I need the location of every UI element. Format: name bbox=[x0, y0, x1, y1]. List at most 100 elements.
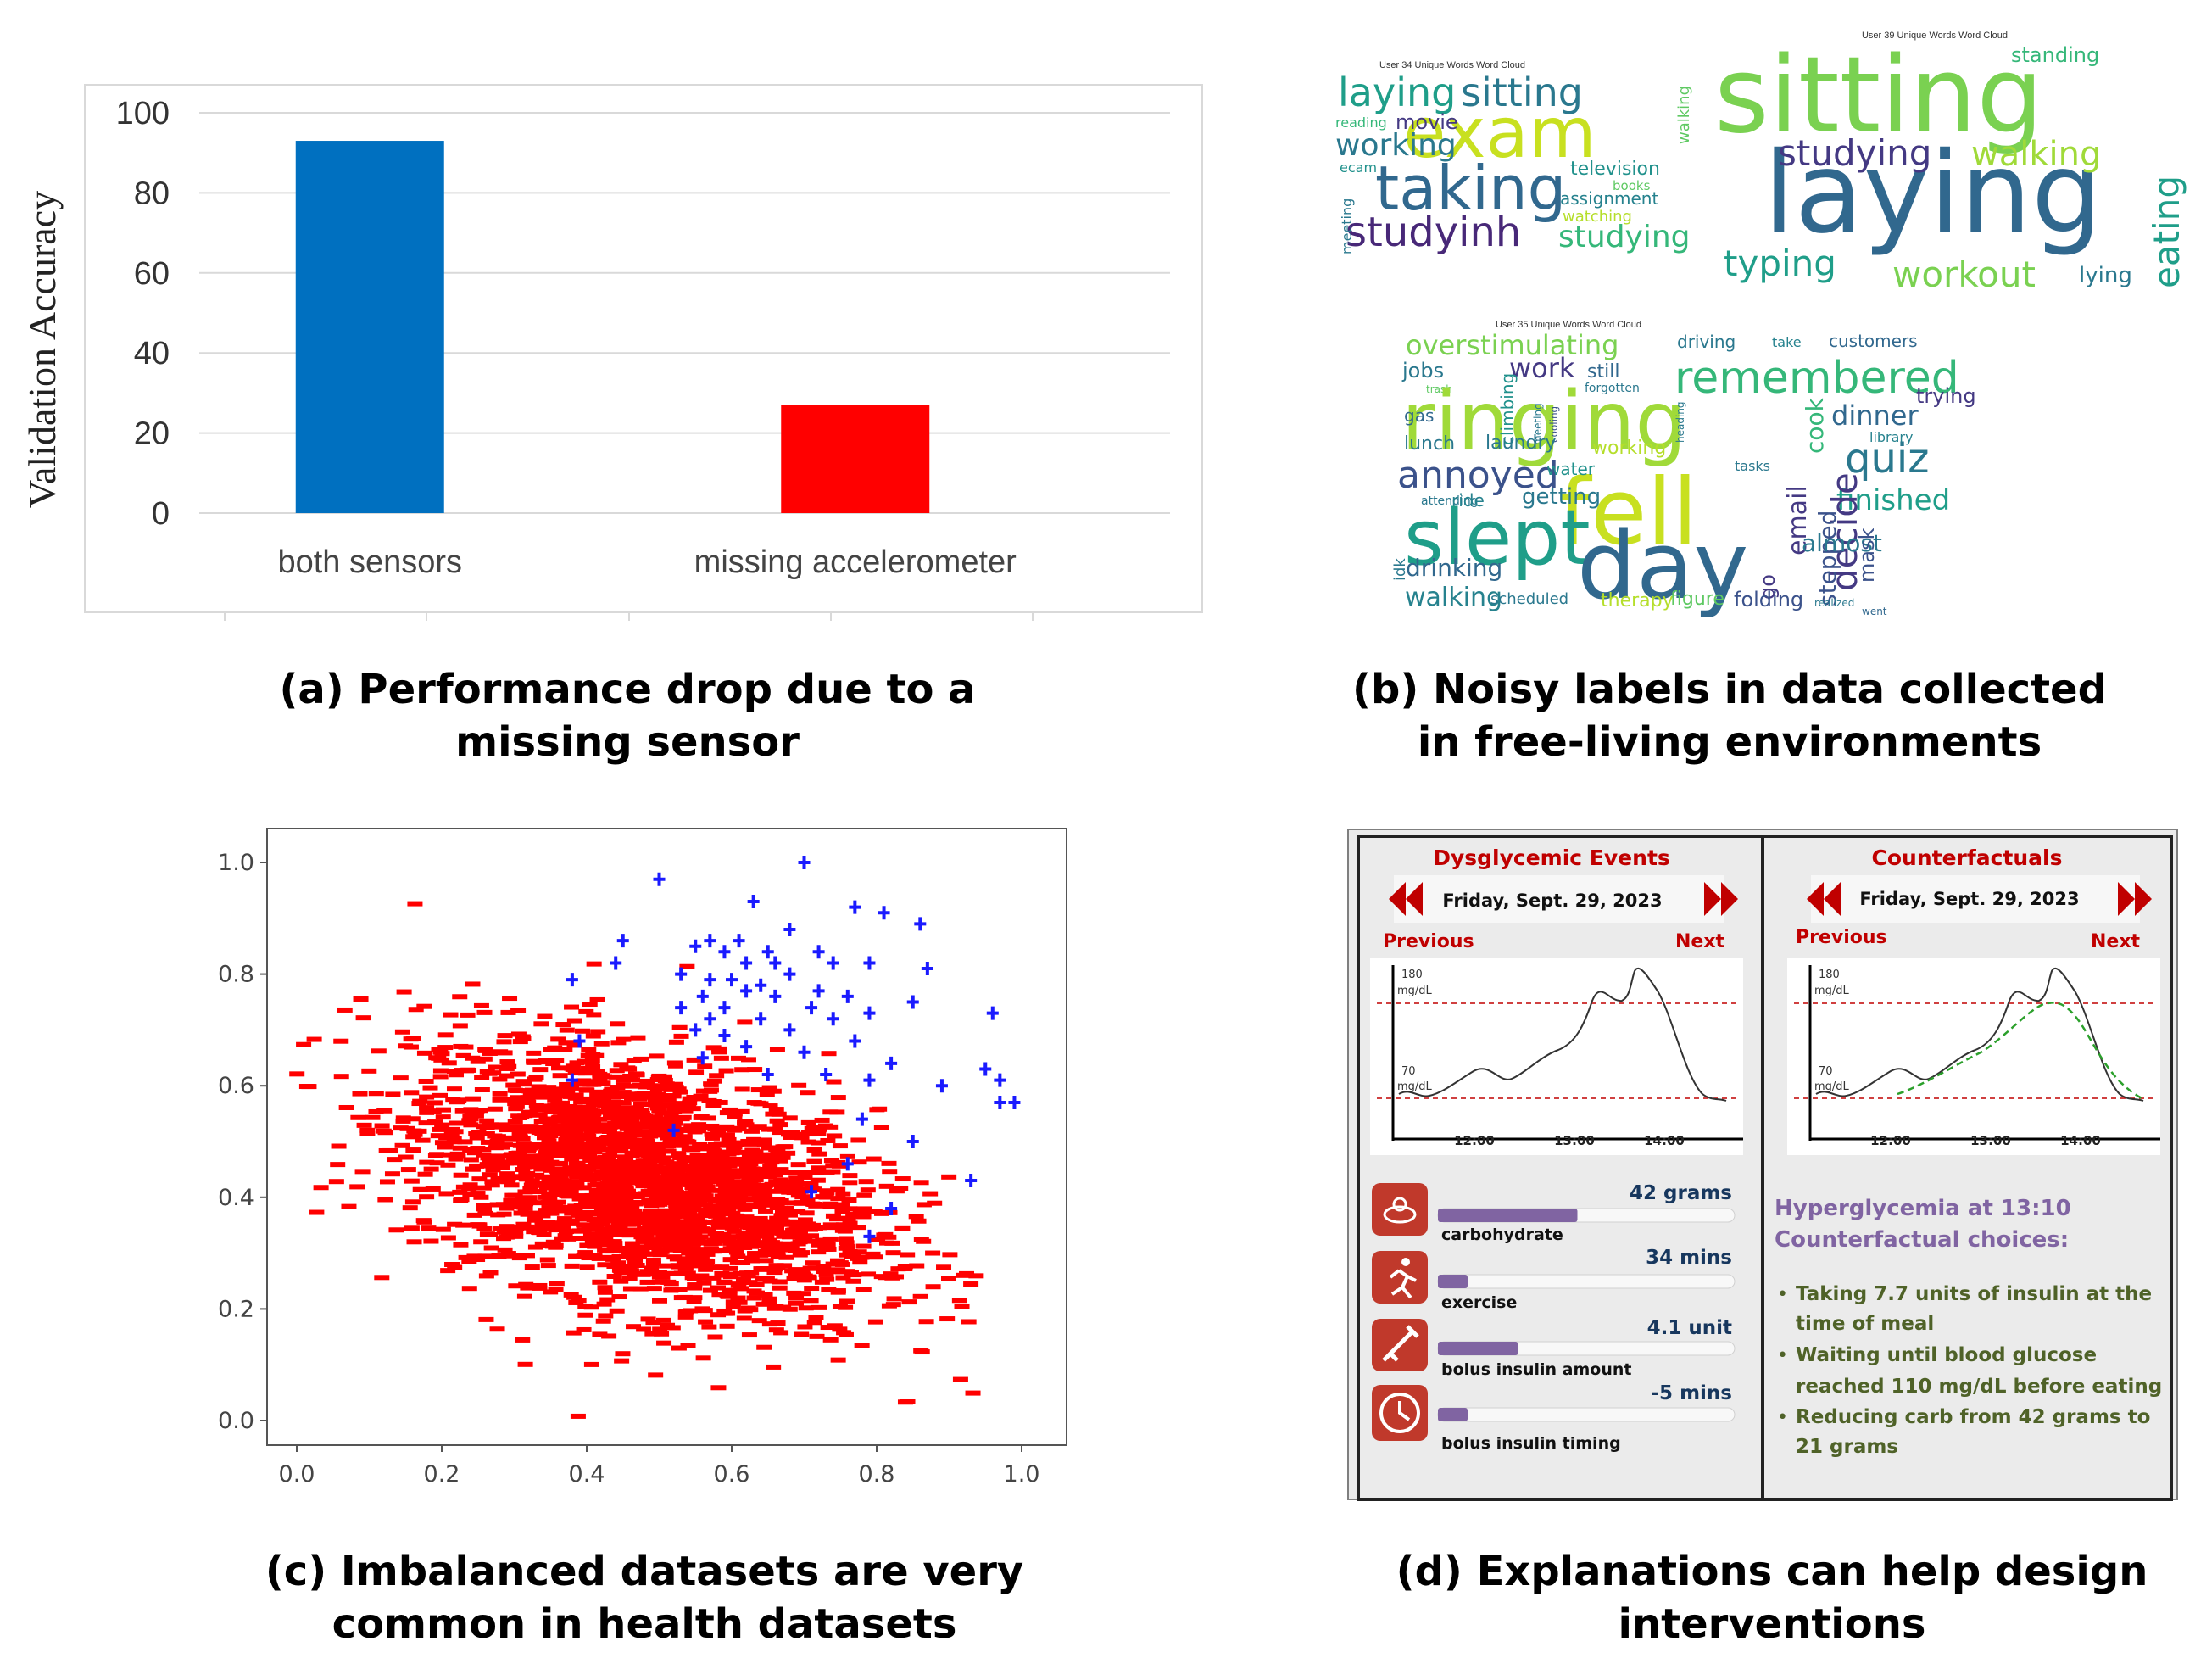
data-point bbox=[313, 1185, 329, 1191]
data-point bbox=[578, 1087, 594, 1093]
word: studyinh bbox=[1346, 209, 1521, 256]
data-point bbox=[650, 1075, 666, 1080]
word: television bbox=[1570, 159, 1660, 180]
data-point bbox=[672, 1248, 688, 1253]
data-point bbox=[385, 1091, 401, 1097]
data-point bbox=[642, 1169, 658, 1175]
data-point bbox=[567, 1206, 583, 1212]
word: therapy bbox=[1601, 590, 1674, 611]
data-point bbox=[577, 1070, 593, 1076]
data-point bbox=[833, 1260, 849, 1266]
data-point bbox=[855, 1112, 868, 1126]
data-point bbox=[578, 1008, 594, 1014]
next-button-right[interactable]: Next bbox=[2091, 882, 2152, 952]
data-point bbox=[770, 1197, 786, 1203]
data-point bbox=[610, 1174, 627, 1180]
data-point bbox=[722, 1265, 738, 1271]
data-point bbox=[563, 1292, 579, 1298]
data-point bbox=[667, 1137, 683, 1143]
data-point bbox=[737, 1206, 753, 1212]
next-button[interactable]: Next bbox=[1675, 882, 1738, 952]
data-point bbox=[529, 1107, 545, 1113]
data-point bbox=[773, 1213, 789, 1219]
data-point bbox=[488, 1064, 504, 1070]
data-point bbox=[659, 1175, 675, 1181]
data-point bbox=[849, 1034, 861, 1048]
data-point bbox=[738, 1122, 755, 1128]
data-point bbox=[738, 1232, 755, 1238]
panel-a: 0 20 40 60 80 100 both sensors missing acceler… bbox=[0, 0, 1221, 636]
data-point bbox=[711, 1292, 727, 1298]
data-point bbox=[712, 1142, 728, 1148]
data-point bbox=[797, 1324, 813, 1330]
wordcloud-title: User 34 Unique Words Word Cloud bbox=[1379, 60, 1525, 70]
data-point bbox=[734, 1086, 750, 1092]
data-point bbox=[885, 1250, 901, 1256]
data-point bbox=[673, 1142, 689, 1148]
data-point bbox=[547, 1097, 563, 1103]
data-point bbox=[830, 1289, 846, 1295]
data-point bbox=[656, 1192, 672, 1198]
data-point bbox=[404, 1116, 421, 1122]
word: meeting bbox=[1339, 198, 1355, 254]
data-point bbox=[770, 1147, 786, 1153]
data-point bbox=[736, 1236, 752, 1242]
data-point bbox=[597, 1154, 613, 1160]
data-point bbox=[672, 1089, 688, 1095]
data-point bbox=[635, 1191, 651, 1197]
data-point bbox=[633, 1056, 649, 1062]
y-tick-label: 1.0 bbox=[218, 850, 254, 876]
data-point bbox=[816, 1264, 832, 1270]
data-point bbox=[594, 1221, 610, 1227]
data-point bbox=[509, 1103, 525, 1109]
data-point bbox=[582, 1081, 599, 1087]
data-point bbox=[593, 1242, 609, 1248]
data-point bbox=[566, 973, 578, 987]
data-point bbox=[849, 900, 861, 914]
data-point bbox=[681, 1250, 697, 1256]
data-point bbox=[761, 1243, 777, 1249]
previous-button[interactable]: Previous bbox=[1383, 882, 1474, 952]
data-point bbox=[512, 1134, 528, 1140]
data-point bbox=[759, 1091, 775, 1097]
data-point bbox=[476, 1152, 492, 1158]
word: getting bbox=[1522, 484, 1601, 510]
data-point bbox=[623, 1083, 639, 1089]
data-point bbox=[666, 1093, 682, 1099]
data-point bbox=[492, 1097, 508, 1103]
data-point bbox=[708, 1187, 724, 1193]
data-point bbox=[639, 1271, 655, 1277]
data-point bbox=[906, 1135, 919, 1148]
date-label: Friday, Sept. 29, 2023 bbox=[1859, 889, 2079, 909]
data-point bbox=[963, 1281, 979, 1287]
data-point bbox=[994, 1073, 1006, 1087]
data-point bbox=[623, 1268, 639, 1274]
data-point bbox=[298, 1084, 315, 1090]
data-point bbox=[443, 1012, 459, 1018]
data-point bbox=[440, 1235, 456, 1241]
data-point bbox=[533, 1126, 549, 1132]
data-point bbox=[797, 1273, 813, 1279]
data-point bbox=[427, 1119, 443, 1125]
data-point bbox=[635, 1219, 651, 1225]
data-point bbox=[559, 1081, 575, 1087]
data-point bbox=[567, 1069, 583, 1075]
data-point bbox=[615, 1351, 631, 1357]
data-point bbox=[676, 1114, 692, 1120]
previous-button-right[interactable]: Previous bbox=[1796, 882, 1887, 948]
data-point bbox=[569, 1180, 585, 1186]
data-point bbox=[615, 1077, 631, 1083]
data-point bbox=[558, 1208, 574, 1214]
data-point bbox=[812, 945, 825, 959]
data-point bbox=[489, 1140, 505, 1146]
data-point bbox=[749, 1290, 765, 1296]
counterfactual-bullet: • Reducing carb from 42 grams to 21 gram… bbox=[1777, 1406, 2150, 1458]
data-point bbox=[783, 1023, 796, 1037]
word: walking bbox=[1971, 135, 2101, 174]
data-point bbox=[705, 1275, 722, 1281]
data-point bbox=[770, 1248, 786, 1254]
data-point bbox=[794, 1267, 811, 1273]
data-point bbox=[782, 1247, 798, 1253]
data-point bbox=[586, 961, 602, 967]
data-point bbox=[718, 1186, 734, 1192]
